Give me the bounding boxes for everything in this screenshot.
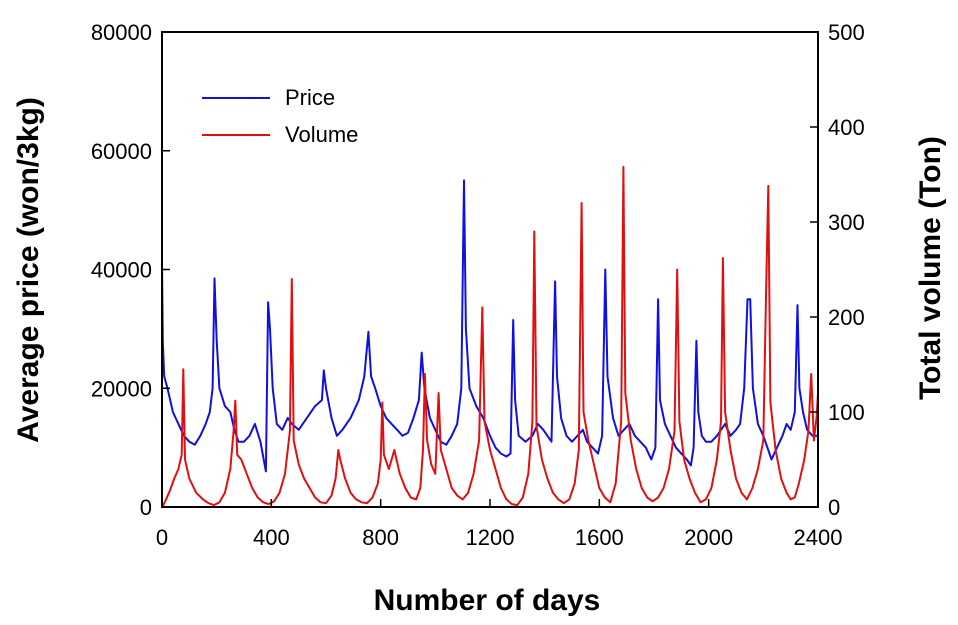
left-y-tick-label: 60000 — [91, 139, 152, 164]
right-y-tick-label: 500 — [828, 20, 865, 45]
series-line-price — [161, 179, 818, 473]
x-tick-label: 800 — [362, 525, 399, 550]
x-tick-label: 0 — [156, 525, 168, 550]
x-axis-ticks: 0 400 800 1200 1600 2000 2400 — [156, 499, 843, 550]
x-tick-label: 400 — [253, 525, 290, 550]
right-y-axis-ticks: 0 100 200 300 400 500 — [810, 20, 865, 520]
x-tick-label: 1600 — [575, 525, 624, 550]
x-tick-label: 2000 — [684, 525, 733, 550]
x-axis-title: Number of days — [374, 584, 601, 617]
legend-label-volume: Volume — [285, 122, 358, 147]
right-y-tick-label: 0 — [828, 495, 840, 520]
series-line-volume — [161, 165, 819, 508]
right-y-axis-title: Total volume (Ton) — [914, 136, 947, 400]
right-y-tick-label: 200 — [828, 305, 865, 330]
right-y-tick-label: 400 — [828, 115, 865, 140]
right-y-tick-label: 300 — [828, 210, 865, 235]
left-y-tick-label: 0 — [140, 495, 152, 520]
legend: Price Volume — [202, 85, 358, 147]
left-y-tick-label: 80000 — [91, 20, 152, 45]
left-y-tick-label: 20000 — [91, 376, 152, 401]
legend-label-price: Price — [285, 85, 335, 110]
left-y-tick-label: 40000 — [91, 258, 152, 283]
right-y-tick-label: 100 — [828, 400, 865, 425]
x-tick-label: 2400 — [794, 525, 843, 550]
x-tick-label: 1200 — [466, 525, 515, 550]
left-y-axis-title: Average price (won/3kg) — [12, 97, 45, 443]
left-y-axis-ticks: 0 20000 40000 60000 80000 — [91, 20, 170, 520]
series-layer — [161, 165, 819, 508]
